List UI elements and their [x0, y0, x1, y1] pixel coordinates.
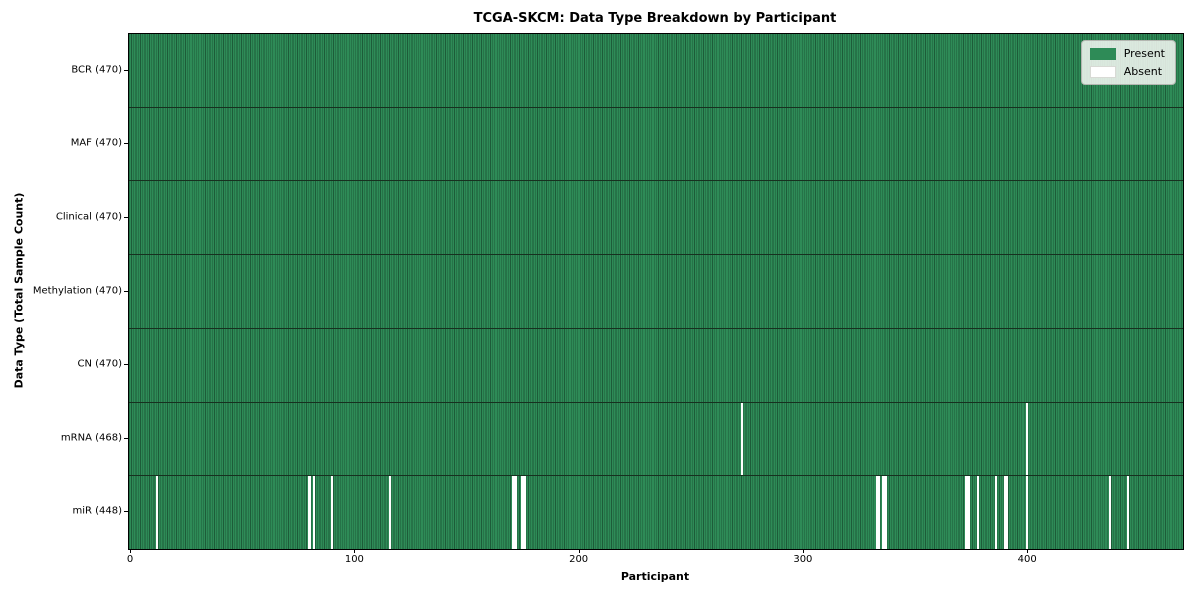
- x-tick-label: 300: [793, 554, 813, 565]
- y-tick-label-MAF: MAF (470): [70, 137, 122, 149]
- absent-cell: [882, 476, 885, 550]
- legend-entry-absent: Absent: [1089, 65, 1165, 78]
- x-tick-mark: [354, 549, 356, 553]
- absent-cell: [875, 476, 878, 550]
- x-tick-mark: [578, 549, 580, 553]
- heatmap-row-MAF: [129, 106, 1183, 181]
- y-tick-mark: [124, 143, 128, 145]
- heatmap-row-Clinical: [129, 180, 1183, 255]
- heatmap-row-Methylation: [129, 254, 1183, 328]
- present-swatch-icon: [1089, 47, 1116, 60]
- absent-cell: [1108, 476, 1112, 550]
- heatmap-row-CN: [129, 327, 1183, 402]
- absent-cell: [330, 476, 334, 550]
- x-axis-label: Participant: [620, 570, 690, 583]
- absent-cell: [521, 476, 524, 550]
- x-tick-label: 400: [1017, 554, 1037, 565]
- absent-cell: [308, 476, 311, 550]
- absent-cell: [884, 476, 887, 550]
- y-tick-mark: [124, 511, 128, 513]
- absent-cell: [1026, 476, 1029, 550]
- absent-cell: [514, 476, 517, 550]
- absent-cell: [1005, 476, 1009, 550]
- x-tick-mark: [130, 549, 132, 553]
- absent-cell: [512, 476, 515, 550]
- absent-cell: [1003, 476, 1006, 550]
- y-tick-label-BCR: BCR (470): [71, 64, 122, 76]
- y-tick-mark: [124, 216, 128, 218]
- absent-cell: [312, 476, 316, 550]
- y-tick-label-Methylation: Methylation (470): [32, 285, 122, 296]
- absent-cell: [1026, 402, 1029, 476]
- absent-swatch-icon: [1089, 65, 1116, 78]
- heatmap-row-miR: [129, 475, 1183, 550]
- y-tick-mark: [124, 437, 128, 439]
- heatmap-row-mRNA: [129, 401, 1183, 476]
- absent-cell: [967, 476, 970, 550]
- y-tick-mark: [124, 290, 128, 292]
- y-tick-label-CN: CN (470): [77, 358, 122, 370]
- absent-cell: [389, 476, 392, 550]
- y-tick-label-Clinical: Clinical (470): [55, 211, 122, 223]
- x-tick-label: 200: [569, 554, 589, 565]
- absent-cell: [976, 476, 979, 550]
- absent-cell: [523, 476, 526, 550]
- heatmap-plot-area: Present Absent: [128, 33, 1184, 550]
- absent-cell: [878, 476, 881, 550]
- y-tick-mark: [124, 364, 128, 366]
- y-tick-label-miR: miR (448): [72, 505, 122, 517]
- legend: Present Absent: [1080, 40, 1176, 85]
- absent-cell: [741, 402, 744, 476]
- y-tick-label-mRNA: mRNA (468): [60, 432, 122, 444]
- heatmap-row-BCR: [129, 34, 1183, 107]
- absent-cell: [1126, 476, 1130, 550]
- absent-cell: [994, 476, 997, 550]
- x-tick-label: 0: [126, 554, 134, 565]
- absent-cell: [155, 476, 159, 550]
- x-tick-mark: [802, 549, 804, 553]
- legend-entry-present: Present: [1089, 47, 1165, 60]
- legend-label-absent: Absent: [1123, 65, 1163, 78]
- y-tick-mark: [124, 69, 128, 71]
- x-tick-label: 100: [344, 554, 364, 565]
- chart-title: TCGA-SKCM: Data Type Breakdown by Partic…: [473, 11, 837, 26]
- legend-label-present: Present: [1123, 47, 1165, 60]
- absent-cell: [965, 476, 968, 550]
- x-tick-mark: [1027, 549, 1029, 553]
